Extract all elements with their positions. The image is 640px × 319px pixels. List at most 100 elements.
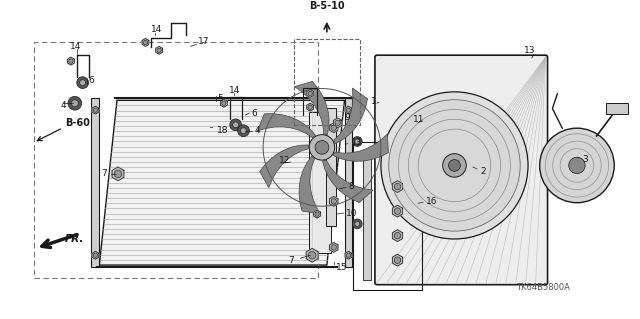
Circle shape — [233, 122, 239, 128]
Polygon shape — [392, 230, 403, 241]
Text: FR.: FR. — [65, 234, 84, 244]
Circle shape — [355, 139, 360, 144]
Text: 2: 2 — [481, 167, 486, 176]
Text: 14: 14 — [228, 86, 240, 95]
Bar — [294, 39, 360, 125]
Circle shape — [353, 219, 362, 229]
Polygon shape — [330, 123, 338, 133]
Text: 15: 15 — [336, 263, 347, 271]
Circle shape — [93, 253, 97, 257]
Polygon shape — [392, 254, 403, 266]
Text: 13: 13 — [351, 138, 363, 147]
Circle shape — [221, 101, 226, 105]
Bar — [353, 143, 422, 290]
Circle shape — [308, 91, 312, 96]
Circle shape — [394, 233, 401, 239]
Circle shape — [72, 100, 78, 107]
Circle shape — [308, 105, 312, 109]
Circle shape — [237, 125, 250, 137]
Text: 14: 14 — [151, 25, 163, 34]
Polygon shape — [294, 81, 329, 135]
Text: 5: 5 — [217, 94, 223, 103]
Polygon shape — [299, 156, 321, 214]
Polygon shape — [92, 106, 99, 114]
Circle shape — [315, 140, 329, 154]
Polygon shape — [307, 103, 314, 111]
Circle shape — [77, 77, 88, 89]
Circle shape — [569, 157, 585, 174]
Polygon shape — [392, 181, 403, 192]
Polygon shape — [156, 46, 163, 54]
Circle shape — [346, 253, 351, 257]
Text: 4: 4 — [60, 101, 66, 110]
Circle shape — [443, 154, 467, 177]
Circle shape — [388, 100, 520, 231]
Text: 9: 9 — [344, 114, 350, 122]
Circle shape — [331, 125, 337, 130]
Text: 7: 7 — [101, 169, 107, 178]
Polygon shape — [314, 210, 321, 218]
Circle shape — [308, 251, 316, 259]
Text: B-5-10: B-5-10 — [309, 1, 345, 11]
FancyBboxPatch shape — [375, 55, 548, 285]
Polygon shape — [345, 106, 352, 114]
Polygon shape — [307, 90, 314, 97]
Text: 4: 4 — [254, 126, 260, 135]
Circle shape — [353, 137, 362, 146]
Circle shape — [331, 245, 337, 250]
Text: 18: 18 — [217, 126, 228, 135]
Bar — [363, 152, 371, 280]
Bar — [34, 42, 318, 278]
Polygon shape — [92, 251, 99, 259]
Bar — [309, 112, 331, 253]
Polygon shape — [257, 114, 316, 137]
Polygon shape — [330, 242, 338, 252]
Circle shape — [355, 221, 360, 226]
Text: TK64B5800A: TK64B5800A — [516, 283, 570, 292]
Polygon shape — [333, 88, 367, 144]
Text: 13: 13 — [524, 46, 536, 55]
Bar — [606, 103, 628, 115]
Text: 10: 10 — [346, 209, 357, 218]
Polygon shape — [392, 205, 403, 217]
Text: 6: 6 — [252, 108, 257, 117]
Text: 17: 17 — [198, 37, 210, 46]
Circle shape — [331, 199, 337, 204]
Circle shape — [315, 212, 319, 216]
Text: 1: 1 — [371, 97, 377, 106]
Polygon shape — [345, 251, 352, 259]
Polygon shape — [67, 57, 74, 65]
Circle shape — [157, 48, 161, 52]
Circle shape — [93, 108, 97, 112]
Text: 14: 14 — [70, 42, 81, 51]
Polygon shape — [306, 249, 318, 262]
Bar — [326, 108, 336, 226]
Text: 8: 8 — [348, 182, 354, 191]
Circle shape — [80, 80, 86, 85]
Circle shape — [394, 257, 401, 263]
Circle shape — [241, 128, 246, 134]
Circle shape — [68, 96, 82, 110]
Polygon shape — [323, 160, 373, 203]
Text: 7: 7 — [289, 256, 294, 265]
Polygon shape — [333, 134, 388, 161]
Circle shape — [394, 183, 401, 190]
Polygon shape — [142, 39, 149, 46]
Circle shape — [346, 108, 351, 112]
Circle shape — [114, 170, 122, 178]
Bar — [92, 98, 99, 267]
Circle shape — [335, 120, 340, 126]
Circle shape — [230, 119, 241, 131]
Circle shape — [449, 160, 460, 171]
Circle shape — [394, 208, 401, 214]
Bar — [344, 98, 353, 267]
Polygon shape — [112, 167, 124, 181]
Circle shape — [143, 40, 148, 45]
Text: 6: 6 — [88, 76, 94, 85]
Polygon shape — [333, 118, 342, 128]
Circle shape — [381, 92, 528, 239]
Polygon shape — [330, 197, 338, 206]
Circle shape — [540, 128, 614, 203]
Text: 3: 3 — [582, 155, 588, 164]
Polygon shape — [99, 100, 344, 265]
